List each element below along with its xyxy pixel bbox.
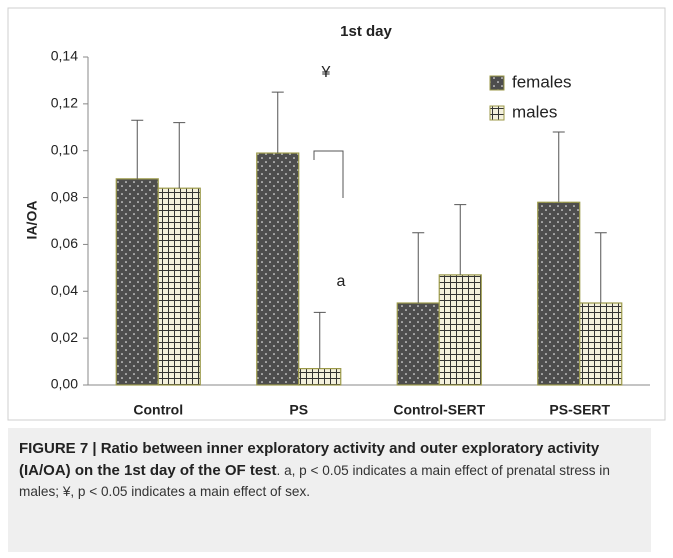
error-bar	[271, 91, 284, 154]
x-tick-label: Control	[133, 402, 183, 418]
x-tick-label: PS-SERT	[549, 402, 610, 418]
annotation: ¥	[321, 64, 331, 81]
bar	[115, 178, 159, 386]
bracket	[313, 150, 344, 198]
y-tick-label: 0,06	[51, 235, 78, 251]
annotation: a	[337, 273, 346, 290]
y-tick-label: 0,14	[51, 48, 78, 64]
error-bar	[454, 204, 467, 275]
y-axis-label: IA/OA	[24, 201, 40, 240]
y-tick-label: 0,08	[51, 188, 78, 204]
bar	[298, 368, 342, 386]
error-bar	[173, 122, 186, 189]
y-tick-label: 0,04	[51, 282, 78, 298]
y-tick-label: 0,10	[51, 141, 78, 157]
bar	[396, 302, 440, 386]
legend-swatch	[489, 105, 505, 121]
legend-label: males	[512, 102, 557, 121]
bar	[579, 302, 623, 386]
x-tick-label: PS	[289, 402, 308, 418]
chart: 1st day IA/OA ¥ a 0,00 0,02 0,04 0,06 0,08 0,…	[7, 7, 666, 421]
x-tick-label: Control-SERT	[393, 402, 485, 418]
error-bar	[594, 232, 607, 303]
frame	[7, 7, 666, 421]
caption-title: FIGURE 7 | Ratio between inner explorato…	[19, 440, 600, 479]
error-bar	[552, 131, 565, 203]
legend-label: females	[512, 72, 572, 91]
bar	[256, 152, 300, 386]
chart-title: 1st day	[340, 23, 392, 40]
error-bar	[131, 119, 144, 179]
y-tick-label: 0,12	[51, 95, 78, 111]
error-bar	[412, 232, 425, 303]
error-bar	[313, 311, 326, 369]
y-tick-label: 0,00	[51, 376, 78, 392]
caption-body: . a, p < 0.05 indicates a main effect of…	[19, 462, 610, 500]
bar	[438, 274, 482, 386]
caption: FIGURE 7 | Ratio between inner explorato…	[8, 428, 651, 552]
bar	[157, 187, 201, 386]
bar	[537, 201, 581, 386]
y-tick-label: 0,02	[51, 329, 78, 345]
legend-swatch	[489, 75, 505, 91]
